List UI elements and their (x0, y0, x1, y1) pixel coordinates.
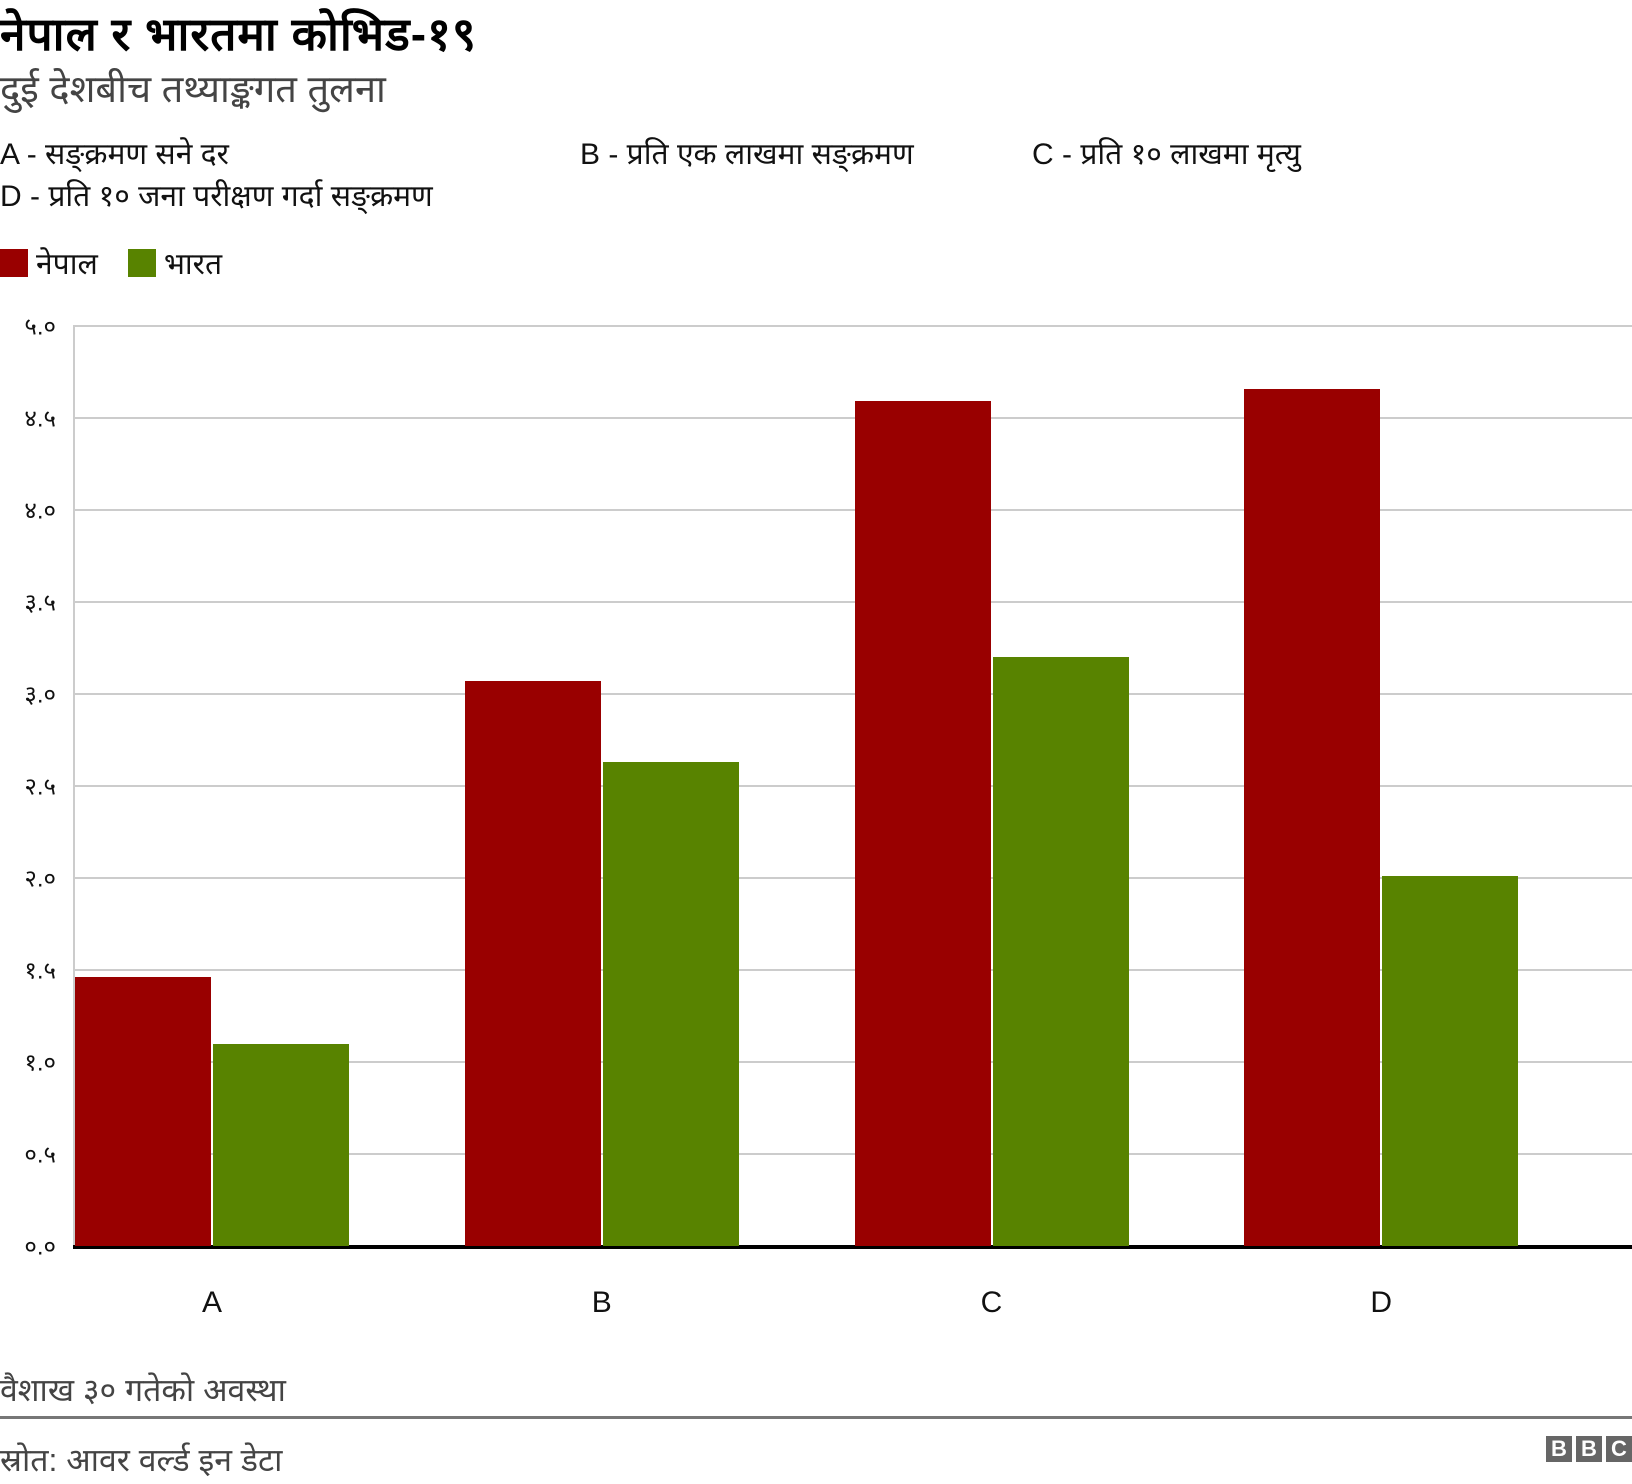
source-text: स्रोत: आवर वर्ल्ड इन डेटा (0, 1442, 283, 1478)
bar-a-nepal (75, 977, 211, 1246)
x-tick-label: B (591, 1286, 612, 1319)
gridline (73, 693, 1632, 695)
gridline (73, 877, 1632, 879)
chart-subtitle: दुई देशबीच तथ्याङ्कगत तुलना (0, 69, 386, 111)
y-tick-label: ४.० (24, 497, 56, 525)
bar-c-india (992, 657, 1129, 1246)
y-tick-label: ४.५ (24, 405, 56, 433)
chart-title: नेपाल र भारतमा कोभिड-१९ (0, 8, 477, 60)
gridline (73, 601, 1632, 603)
x-tick-label: A (201, 1286, 223, 1319)
gridline (73, 325, 1632, 327)
legend: नेपाल भारत (0, 242, 252, 283)
gridline (73, 1153, 1632, 1155)
plot-area: ०.० ०.५ १.० १.५ २.० २.५ ३.० ३.५ ४.० ४.५ ५.० (24, 314, 1632, 1261)
footer-divider (0, 1416, 1632, 1419)
bar-d-india (1382, 876, 1519, 1246)
gridline (73, 417, 1632, 419)
gridline (73, 785, 1632, 787)
definition-c: C - प्रति १० लाखमा मृत्यु (1032, 138, 1301, 171)
date-note: वैशाख ३० गतेको अवस्था (0, 1372, 286, 1408)
definition-d: D - प्रति १० जना परीक्षण गर्दा सङ्क्रमण (0, 180, 433, 213)
bar-d-nepal (1244, 388, 1381, 1246)
legend-label-nepal: नेपाल (36, 248, 98, 281)
y-tick-label: २.५ (24, 773, 56, 801)
bbc-logo-b1: B (1546, 1436, 1572, 1462)
legend-item-nepal: नेपाल (0, 242, 98, 283)
x-tick-label: C (980, 1286, 1003, 1319)
y-tick-label: ०.५ (24, 1141, 56, 1169)
x-tick-label: D (1370, 1286, 1393, 1319)
x-axis-baseline (73, 1245, 1632, 1249)
india-swatch-icon (127, 248, 156, 277)
definition-b: B - प्रति एक लाखमा सङ्क्रमण (580, 138, 914, 171)
legend-item-india: भारत (127, 242, 223, 283)
y-tick-label: ३.० (24, 681, 56, 709)
gridline (73, 509, 1632, 511)
y-tick-label: ३.५ (24, 589, 56, 617)
y-tick-label: ०.० (24, 1233, 56, 1261)
bar-a-india (213, 1043, 349, 1246)
bbc-logo: B B C (1546, 1436, 1632, 1462)
bbc-logo-b2: B (1576, 1436, 1602, 1462)
bbc-logo-c: C (1606, 1436, 1632, 1462)
legend-label-india: भारत (163, 248, 223, 281)
y-tick-label: १.५ (24, 957, 56, 985)
y-tick-label: १.० (24, 1049, 56, 1077)
bar-b-nepal (464, 681, 601, 1246)
y-tick-label: ५.० (24, 313, 56, 341)
gridline (73, 1061, 1632, 1063)
bar-b-india (602, 762, 739, 1246)
bar-c-nepal (854, 401, 991, 1246)
nepal-swatch-icon (0, 248, 28, 277)
definition-a: A - सङ्क्रमण सने दर (0, 138, 229, 171)
gridline (73, 969, 1632, 971)
y-tick-label: २.० (24, 865, 56, 893)
